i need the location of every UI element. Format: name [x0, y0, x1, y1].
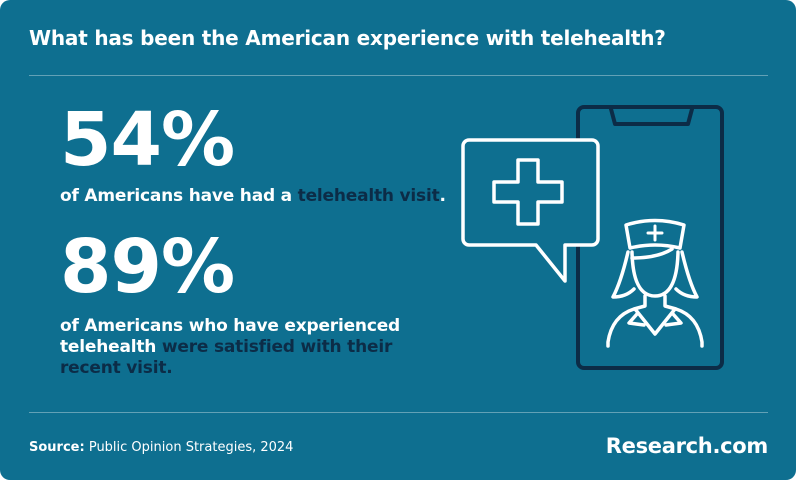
source-text: Public Opinion Strategies, 2024 [88, 440, 294, 455]
stat-text-part: of Americans who have experienced telehe… [60, 316, 401, 357]
source-label: Source: [29, 440, 85, 455]
stat-text-highlight: telehealth visit [297, 186, 440, 206]
stat-text-part: . [439, 186, 446, 206]
stat-text-highlight: were satisfied with their recent visit. [60, 337, 393, 378]
nurse-icon [606, 218, 704, 348]
stat-text-telehealth-visit: of Americans have had a telehealth visit… [60, 186, 446, 207]
medical-cross-speech-bubble-icon [461, 138, 600, 283]
stat-value-satisfaction: 89% [60, 224, 235, 310]
bottom-divider [29, 412, 768, 413]
source-note: Source: Public Opinion Strategies, 2024 [29, 440, 293, 455]
stat-text-satisfaction: of Americans who have experienced telehe… [60, 316, 420, 379]
page-title: What has been the American experience wi… [29, 26, 666, 50]
top-divider [29, 75, 768, 76]
brand-logo: Research.com [605, 434, 769, 458]
stat-text-part: of Americans have had a [60, 186, 298, 206]
stat-value-telehealth-visit: 54% [60, 97, 235, 183]
telehealth-illustration [461, 105, 724, 370]
